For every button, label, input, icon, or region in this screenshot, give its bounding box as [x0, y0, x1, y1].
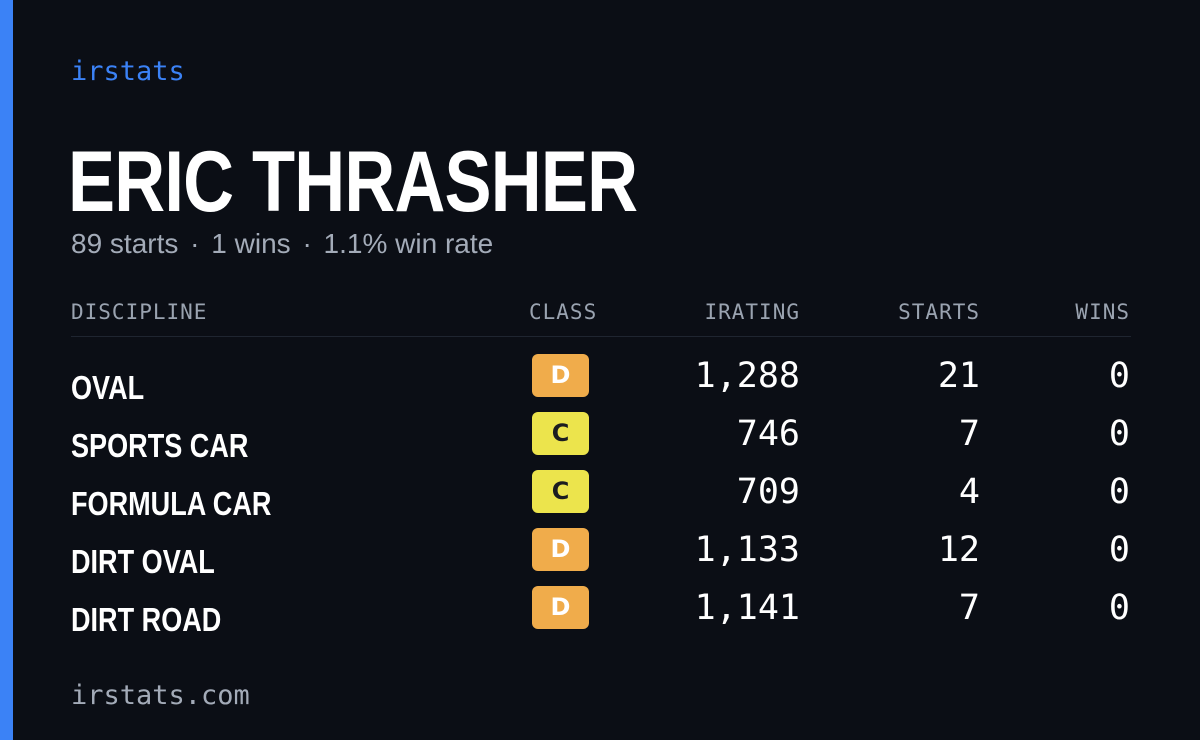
discipline-name: FORMULA CAR: [71, 485, 272, 522]
license-class-badge: C: [532, 412, 589, 455]
starts-value: 7: [958, 414, 980, 454]
table-body: OVAL D 1,288 21 0 SPORTS CAR C 746 7 0 F…: [71, 337, 1131, 644]
starts-value: 12: [937, 530, 980, 570]
table-row: DIRT OVAL D 1,133 12 0: [71, 528, 1131, 586]
wins-value: 0: [1108, 472, 1130, 512]
license-class-badge: D: [532, 528, 589, 571]
column-header-discipline: DISCIPLINE: [71, 300, 208, 324]
driver-name: ERIC THRASHER: [68, 134, 638, 230]
table-row: OVAL D 1,288 21 0: [71, 354, 1131, 412]
license-class-badge: C: [532, 470, 589, 513]
discipline-name: DIRT OVAL: [71, 543, 215, 580]
wins-value: 0: [1108, 530, 1130, 570]
column-header-starts: STARTS: [898, 300, 980, 324]
site-url-link[interactable]: irstats.com: [71, 680, 250, 711]
starts-value: 4: [958, 472, 980, 512]
discipline-name: OVAL: [71, 369, 145, 406]
license-class-badge: D: [532, 586, 589, 629]
irating-value: 1,141: [694, 588, 800, 628]
irating-value: 746: [736, 414, 800, 454]
table-row: DIRT ROAD D 1,141 7 0: [71, 586, 1131, 644]
irating-value: 709: [736, 472, 800, 512]
column-header-irating: IRATING: [704, 300, 800, 324]
starts-summary: 89 starts: [71, 228, 179, 259]
starts-value: 7: [958, 588, 980, 628]
license-class-badge: D: [532, 354, 589, 397]
wins-value: 0: [1108, 356, 1130, 396]
table-header: DISCIPLINE CLASS IRATING STARTS WINS: [71, 296, 1131, 337]
starts-value: 21: [937, 356, 980, 396]
irating-value: 1,288: [694, 356, 800, 396]
irating-value: 1,133: [694, 530, 800, 570]
wins-value: 0: [1108, 414, 1130, 454]
discipline-name: DIRT ROAD: [71, 601, 222, 638]
driver-summary: 89 starts · 1 wins · 1.1% win rate: [71, 228, 493, 260]
brand-logo-text: irstats: [71, 56, 185, 87]
column-header-class: CLASS: [529, 300, 598, 324]
win-rate-summary: 1.1% win rate: [323, 228, 494, 259]
discipline-table: DISCIPLINE CLASS IRATING STARTS WINS OVA…: [71, 296, 1131, 644]
wins-summary: 1 wins: [211, 228, 291, 259]
discipline-name: SPORTS CAR: [71, 427, 249, 464]
wins-value: 0: [1108, 588, 1130, 628]
summary-separator: ·: [302, 228, 312, 259]
column-header-wins: WINS: [1075, 300, 1130, 324]
table-row: FORMULA CAR C 709 4 0: [71, 470, 1131, 528]
accent-bar: [0, 0, 13, 740]
summary-separator: ·: [190, 228, 200, 259]
table-row: SPORTS CAR C 746 7 0: [71, 412, 1131, 470]
